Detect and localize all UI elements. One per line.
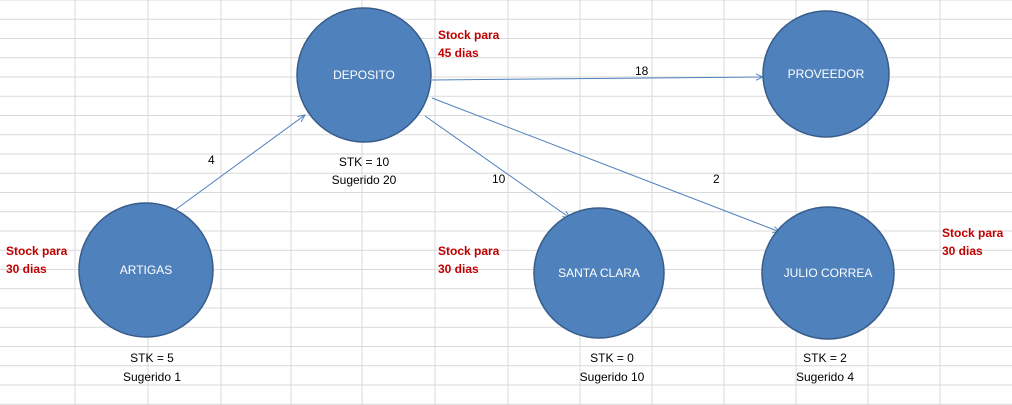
note-deposito: Stock para 45 dias: [438, 26, 499, 62]
node-proveedor[interactable]: PROVEEDOR: [762, 10, 890, 138]
julio-correa-stk: STK = 2: [803, 351, 847, 365]
node-deposito[interactable]: DEPOSITO: [296, 7, 432, 143]
deposito-stk: STK = 10: [338, 155, 390, 169]
node-deposito-label: DEPOSITO: [333, 68, 395, 82]
artigas-stk: STK = 5: [130, 351, 174, 365]
node-artigas[interactable]: ARTIGAS: [78, 202, 214, 338]
note-santa-clara-line1: Stock para: [438, 244, 500, 258]
deposito-sugerido: Sugerido 20: [331, 173, 397, 187]
edge-label-artigas-deposito: 4: [208, 153, 215, 167]
note-santa-clara-line2: 30 dias: [438, 262, 479, 276]
note-artigas-line2: 30 dias: [6, 262, 47, 276]
edge-deposito-proveedor: [431, 77, 763, 80]
santa-clara-stk: STK = 0: [590, 351, 634, 365]
node-julio-correa-label: JULIO CORREA: [784, 266, 873, 280]
julio-correa-sugerido: Sugerido 4: [795, 370, 855, 384]
note-artigas-line1: Stock para: [6, 244, 68, 258]
edge-artigas-deposito: [174, 115, 305, 211]
note-santa-clara: Stock para 30 dias: [438, 242, 499, 278]
node-proveedor-label: PROVEEDOR: [788, 67, 865, 81]
edge-label-deposito-proveedor: 18: [635, 64, 649, 78]
edge-deposito-santa-clara: [424, 115, 570, 218]
node-santa-clara[interactable]: SANTA CLARA: [533, 207, 665, 339]
note-deposito-line1: Stock para: [438, 28, 500, 42]
edge-label-deposito-santa-clara: 10: [492, 172, 506, 186]
note-deposito-line2: 45 dias: [438, 46, 479, 60]
santa-clara-sugerido: Sugerido 10: [579, 370, 645, 384]
note-artigas: Stock para 30 dias: [6, 242, 67, 278]
note-julio-correa-line1: Stock para: [942, 226, 1004, 240]
edge-deposito-julio-correa: [431, 97, 780, 232]
edge-label-deposito-julio-correa: 2: [713, 172, 720, 186]
node-artigas-label: ARTIGAS: [120, 263, 172, 277]
note-julio-correa: Stock para 30 dias: [942, 224, 1003, 260]
artigas-sugerido: Sugerido 1: [122, 370, 182, 384]
note-julio-correa-line2: 30 dias: [942, 244, 983, 258]
node-santa-clara-label: SANTA CLARA: [558, 266, 640, 280]
node-julio-correa[interactable]: JULIO CORREA: [761, 206, 895, 340]
